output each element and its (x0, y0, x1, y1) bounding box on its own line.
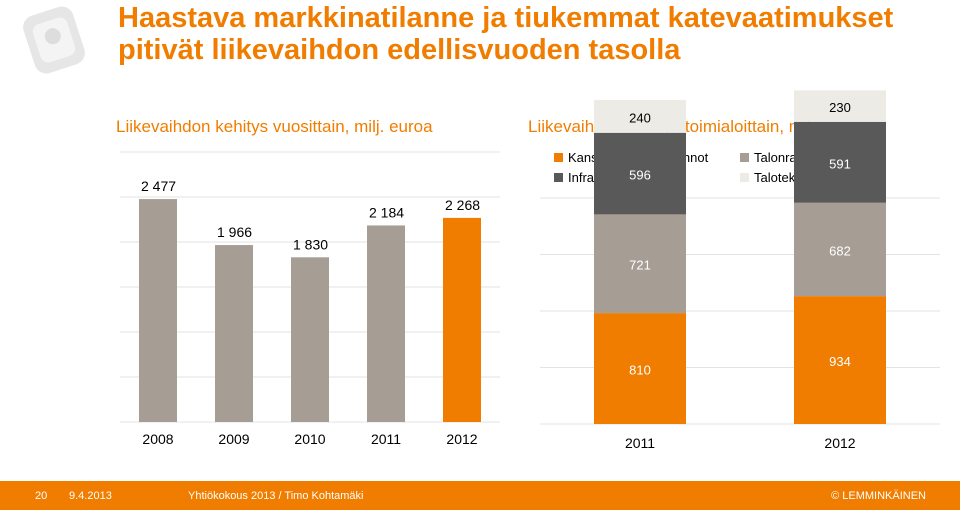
category-label-2010: 2010 (294, 431, 325, 447)
legend-swatch-2 (554, 173, 563, 182)
value-label-2010: 1 830 (293, 236, 328, 252)
bar-2011 (367, 225, 405, 422)
bar-2008 (139, 199, 177, 422)
segment-label-2011-3: 240 (629, 110, 651, 125)
footer-text: Yhtiökokous 2013 / Timo Kohtamäki (188, 490, 364, 502)
stack-segment-2012-3 (794, 90, 886, 122)
stack-segment-2011-2 (594, 132, 686, 215)
bar-2010 (291, 257, 329, 422)
segment-label-2012-3: 230 (829, 100, 851, 115)
bar-2012 (443, 217, 481, 422)
stack-segment-2012-0 (794, 296, 886, 424)
stack-segment-2011-0 (594, 313, 686, 424)
value-label-2012: 2 268 (445, 197, 480, 213)
category-label-2012: 2012 (446, 431, 477, 447)
bar-2009 (215, 245, 253, 422)
stack-segment-2011-1 (594, 214, 686, 314)
page-number: 20 (35, 490, 48, 502)
segment-label-2011-1: 721 (629, 258, 651, 273)
segment-label-2012-2: 591 (829, 156, 851, 171)
category-label-2011: 2011 (371, 431, 401, 447)
segment-revenue-chart: Kansainväliset toiminnotTalonrakentamine… (540, 90, 940, 451)
value-label-2011: 2 184 (369, 204, 404, 220)
category-label-2009: 2009 (218, 431, 249, 447)
segment-label-2012-1: 682 (829, 243, 851, 258)
value-label-2009: 1 966 (217, 224, 252, 240)
stack-segment-2012-2 (794, 121, 886, 203)
footer-brand: © LEMMINKÄINEN (831, 490, 926, 502)
chart-subtitle-yearly: Liikevaihdon kehitys vuosittain, milj. e… (116, 117, 433, 136)
segment-label-2011-2: 596 (629, 168, 651, 183)
stack-segment-2012-1 (794, 202, 886, 297)
value-label-2008: 2 477 (141, 178, 176, 194)
category-label-2008: 2008 (142, 431, 173, 447)
segment-label-2012-0: 934 (829, 354, 851, 369)
footer-date: 9.4.2013 (69, 490, 112, 502)
category-label-2011: 2011 (625, 435, 655, 451)
footer-bar: 20 9.4.2013 Yhtiökokous 2013 / Timo Koht… (0, 481, 960, 510)
slide-title: Haastava markkinatilanne ja tiukemmat ka… (118, 2, 894, 66)
legend-swatch-3 (740, 173, 749, 182)
legend-swatch-1 (740, 153, 749, 162)
category-label-2012: 2012 (824, 435, 855, 451)
legend-swatch-0 (554, 153, 563, 162)
yearly-revenue-chart: 2 477 2008 1 966 2009 1 830 2010 2 184 2011 2 26… (120, 151, 500, 447)
segment-label-2011-0: 810 (629, 363, 651, 378)
stack-segment-2011-3 (594, 99, 686, 133)
company-logo-icon (23, 6, 85, 74)
